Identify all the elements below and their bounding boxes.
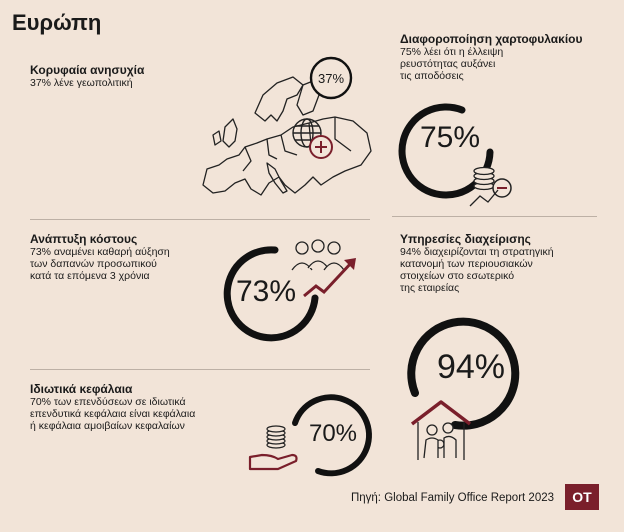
ring-37 [309, 56, 353, 100]
section-text-line: κατανομή των περιουσιακών [400, 258, 533, 270]
section-text-line: τις αποδόσεις [400, 70, 464, 82]
section-heading: Υπηρεσίες διαχείρισης [400, 232, 531, 246]
divider [30, 219, 370, 220]
section-management-services: Υπηρεσίες διαχείρισης 94% διαχειρίζονται… [400, 232, 554, 294]
ring-94 [407, 317, 520, 430]
section-text-line: 73% αναμένει καθαρή αύξηση [30, 246, 170, 258]
family-house-icon [410, 400, 472, 460]
page-title: Ευρώπη [12, 10, 102, 35]
section-text-line: κατά τα επόμενα 3 χρόνια [30, 270, 150, 282]
section-cost-growth: Ανάπτυξη κόστους 73% αναμένει καθαρή αύξ… [30, 232, 170, 282]
section-top-concern: Κορυφαία ανησυχία 37% λένε γεωπολιτική [30, 63, 144, 89]
section-text-line: επενδυτικά κεφάλαια είναι κεφάλαια [30, 408, 196, 420]
ot-logo: OT [565, 484, 599, 510]
value-73: 73% [235, 275, 297, 308]
value-94: 94% [436, 348, 506, 386]
divider [392, 216, 597, 217]
section-text-line: 70% των επενδύσεων σε ιδιωτικά [30, 396, 186, 408]
section-text-line: 75% λέει ότι η έλλειψη [400, 46, 504, 58]
section-text-line: 37% λένε γεωπολιτική [30, 77, 133, 89]
value-70: 70% [308, 420, 358, 447]
section-text-line: των δαπανών προσωπικού [30, 258, 157, 270]
section-heading: Ανάπτυξη κόστους [30, 232, 138, 246]
source-note: Πηγή: Global Family Office Report 2023 [350, 492, 554, 504]
section-diversification: Διαφοροποίηση χαρτοφυλακίου 75% λέει ότι… [400, 32, 583, 82]
ring-73 [223, 246, 319, 342]
divider [30, 369, 370, 370]
value-37: 37% [317, 70, 345, 86]
section-text-line: 94% διαχειρίζονται τη στρατηγική [400, 246, 554, 258]
section-private-equity: Ιδιωτικά κεφάλαια 70% των επενδύσεων σε … [30, 382, 195, 432]
section-heading: Διαφοροποίηση χαρτοφυλακίου [400, 32, 583, 46]
section-text-line: ή κεφάλαια αμοιβαίων κεφαλαίων [30, 420, 185, 432]
section-heading: Κορυφαία ανησυχία [30, 63, 145, 77]
ring-70 [292, 394, 372, 477]
value-75: 75% [419, 121, 481, 154]
hand-coins-icon [248, 425, 298, 471]
section-text-line: ρευστότητας αυξάνει [400, 58, 496, 70]
coins-chart-icon [469, 166, 512, 207]
people-rising-arrow-icon [291, 239, 356, 298]
europe-map-globe-icon [202, 76, 372, 196]
section-heading: Ιδιωτικά κεφάλαια [30, 382, 133, 396]
section-text-line: της εταιρείας [400, 282, 460, 294]
section-text-line: στοιχείων στο εσωτερικό [400, 270, 515, 282]
